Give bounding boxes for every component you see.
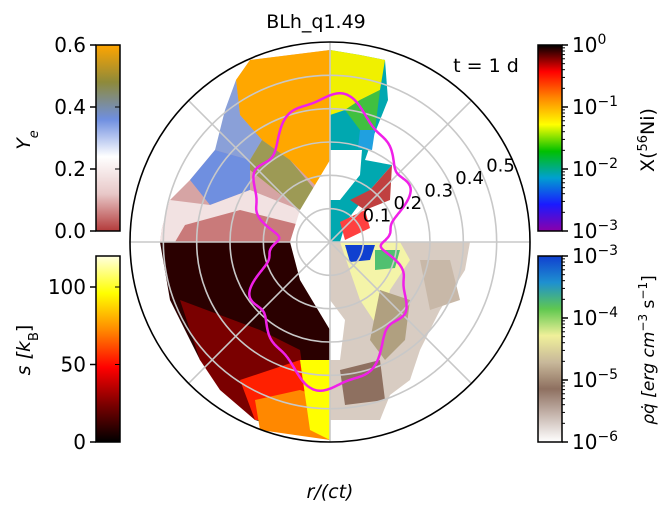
polar-data-region bbox=[160, 50, 470, 440]
heating-colorbar-label: ρq̇ [erg cm−3 s−1] bbox=[636, 275, 658, 424]
radial-tick-label: 0.3 bbox=[424, 181, 453, 202]
colorbar-tick-label: 0.6 bbox=[54, 33, 86, 57]
ye-colorbar-label: Ye bbox=[13, 130, 42, 150]
colorbar-tick-label: 10−3 bbox=[572, 243, 618, 268]
nickel-colorbar-ticks: 100 10−1 10−2 10−3 bbox=[562, 32, 618, 243]
colorbar-tick-label: 10−2 bbox=[572, 156, 618, 181]
polar-grid bbox=[130, 42, 530, 442]
colorbar-tick-label: 100 bbox=[572, 32, 606, 57]
s-colorbar-ticks: 0 50 100 bbox=[48, 275, 120, 454]
nickel-colorbar-label: X(56Ni) bbox=[636, 108, 658, 172]
radial-axis-label: r/(ct) bbox=[307, 481, 354, 503]
ye-colorbar bbox=[95, 44, 121, 232]
colorbar-tick-label: 10−1 bbox=[572, 94, 618, 119]
colorbar-tick-label: 0 bbox=[73, 430, 86, 454]
colorbar-tick-label: 0.0 bbox=[54, 219, 86, 243]
radial-tick-labels: 0.10.20.30.40.5 bbox=[363, 156, 515, 227]
entropy-quadrant bbox=[160, 242, 330, 440]
colorbar-tick-label: 10−5 bbox=[572, 367, 618, 392]
colorbar-tick-label: 10−6 bbox=[572, 429, 618, 454]
ye-quadrant bbox=[160, 50, 330, 242]
colorbar-tick-label: 10−4 bbox=[572, 305, 618, 330]
contour-line bbox=[248, 92, 412, 392]
radial-tick-label: 0.1 bbox=[363, 206, 392, 227]
grid-spoke-135 bbox=[188, 100, 472, 384]
heating-colorbar-ticks: 10−3 10−4 10−5 10−6 bbox=[562, 243, 618, 454]
colorbar-tick-label: 0.4 bbox=[54, 95, 86, 119]
radial-tick-label: 0.2 bbox=[393, 193, 422, 214]
time-label: t = 1 d bbox=[453, 55, 519, 77]
heating-colorbar bbox=[537, 255, 563, 443]
colorbar-tick-label: 10−3 bbox=[572, 218, 618, 243]
colorbar-tick-label: 0.2 bbox=[54, 157, 86, 181]
chart-title: BLh_q1.49 bbox=[266, 11, 366, 33]
radial-tick-label: 0.4 bbox=[455, 168, 484, 189]
s-colorbar bbox=[95, 255, 121, 443]
colorbar-tick-label: 100 bbox=[48, 275, 86, 299]
s-colorbar-label: s [kB] bbox=[13, 325, 42, 376]
ye-colorbar-ticks: 0.0 0.2 0.4 0.6 bbox=[54, 33, 120, 243]
outer-circle bbox=[129, 41, 531, 443]
radial-tick-label: 0.5 bbox=[486, 156, 515, 177]
colorbar-tick-label: 50 bbox=[61, 353, 86, 377]
nickel-colorbar bbox=[537, 44, 563, 232]
